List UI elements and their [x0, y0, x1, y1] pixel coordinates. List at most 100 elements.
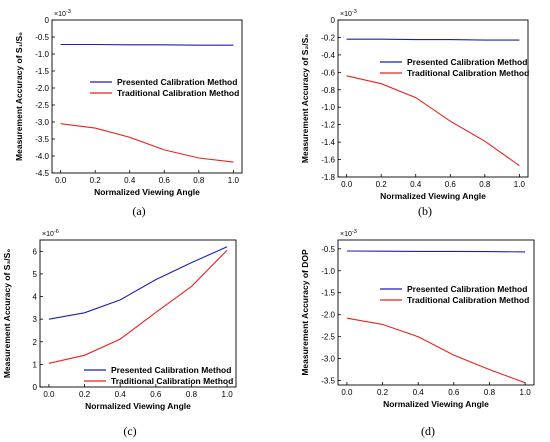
x-tick-label: 0.6: [150, 390, 162, 399]
y-axis-label: Measurement Accuracy of S₂/S₀: [300, 34, 310, 163]
plot-frame: [337, 239, 535, 386]
y-tick-label: 2: [33, 338, 38, 347]
plot-frame: [39, 239, 237, 388]
x-axis-label: Normalized Viewing Angle: [380, 191, 486, 201]
chart-panel-1: 0.0 0.2 0.4 0.6 0.8 1.0 0 -0.5 -1.0 -1.5 -2.0 -2.5 -…: [14, 9, 243, 218]
axis-multiplier: ×10-3: [340, 9, 357, 18]
series-line-presented: [48, 246, 228, 320]
x-tick-label: 0.4: [115, 390, 127, 399]
y-tick-label: -3.0: [35, 118, 49, 127]
y-tick-label: -2.5: [35, 101, 49, 110]
y-axis-label: Measurement Accuracy of S₃/S₀: [2, 249, 12, 378]
y-axis-label: Measurement Accuracy of S₁/S₀: [14, 32, 24, 161]
panel-label: (b): [418, 204, 432, 218]
x-axis-label: Normalized Viewing Angle: [85, 401, 191, 411]
x-tick-label: 1.0: [222, 390, 234, 399]
axis-multiplier: ×10-6: [42, 229, 59, 238]
legend-entry: Traditional Calibration Method: [407, 68, 529, 78]
y-tick-label: -0.4: [321, 51, 335, 60]
plot-frame: [337, 19, 529, 178]
panel-label: (c): [123, 424, 136, 438]
y-tick-label: -2.0: [321, 311, 335, 320]
x-tick-label: 1.0: [520, 388, 532, 397]
y-tick-label: -1.0: [321, 267, 335, 276]
y-tick-label: 4: [33, 293, 38, 302]
y-tick-label: -4.0: [35, 152, 49, 161]
y-tick-label: -1.6: [321, 156, 335, 165]
y-tick-label: -3.5: [35, 135, 49, 144]
legend-entry: Presented Calibration Method: [407, 284, 527, 294]
y-tick-label: -3.5: [321, 377, 335, 386]
y-tick-label: -2.5: [321, 333, 335, 342]
y-tick-label: 1: [33, 360, 38, 369]
y-axis-label: Measurement Accuracy of DOP: [300, 249, 310, 376]
x-tick-label: 0.6: [448, 388, 460, 397]
y-tick-label: -1.2: [321, 121, 335, 130]
axis-multiplier: ×10-3: [54, 9, 71, 18]
x-tick-label: 0.2: [376, 180, 388, 189]
y-tick-label: -3.0: [321, 355, 335, 364]
legend: Presented Calibration MethodTraditional …: [380, 284, 529, 305]
y-tick-label: -2.0: [35, 84, 49, 93]
y-tick-label: 0: [45, 16, 50, 25]
chart-panel-4: 0.0 0.2 0.4 0.6 0.8 1.0 -0.5 -1.0 -1.5 -2.0 -2.5 -3…: [300, 229, 535, 438]
y-tick-label: -1.4: [321, 138, 335, 147]
x-tick-label: 0.2: [90, 176, 102, 185]
y-tick-label: -1.5: [35, 67, 49, 76]
series-line-traditional: [60, 123, 234, 163]
x-tick-label: 0.4: [410, 180, 422, 189]
x-tick-label: 1.0: [228, 176, 240, 185]
x-tick-label: 0.4: [413, 388, 425, 397]
x-tick-label: 0.0: [341, 180, 353, 189]
x-axis-label: Normalized Viewing Angle: [94, 187, 200, 197]
series-line-presented: [346, 250, 526, 253]
x-tick-label: 0.4: [124, 176, 136, 185]
x-axis-label: Normalized Viewing Angle: [383, 399, 489, 409]
y-tick-label: -1.5: [321, 289, 335, 298]
legend-entry: Traditional Calibration Method: [117, 88, 239, 98]
y-tick-label: -0.2: [321, 33, 335, 42]
x-tick-label: 0.2: [79, 390, 91, 399]
x-tick-label: 0.0: [55, 176, 67, 185]
y-tick-label: -1.0: [35, 50, 49, 59]
legend: Presented Calibration MethodTraditional …: [380, 57, 529, 78]
series-line-presented: [60, 43, 234, 46]
y-tick-label: 3: [33, 315, 38, 324]
y-tick-label: -0.5: [35, 33, 49, 42]
y-tick-label: -1.0: [321, 103, 335, 112]
y-tick-label: -0.6: [321, 68, 335, 77]
series-line-presented: [346, 38, 520, 41]
chart-panel-2: 0.0 0.2 0.4 0.6 0.8 1.0 0 -0.2 -0.4 -0.6 -0.8 -1.0 -…: [300, 9, 529, 218]
x-tick-label: 1.0: [514, 180, 526, 189]
x-tick-label: 0.8: [479, 180, 491, 189]
panel-label: (a): [132, 204, 145, 218]
plot-frame: [51, 19, 243, 174]
series-line-traditional: [346, 75, 520, 167]
series-line-traditional: [346, 317, 526, 384]
panel-label: (d): [421, 424, 435, 438]
x-tick-label: 0.6: [159, 176, 171, 185]
legend-entry: Presented Calibration Method: [407, 57, 527, 67]
y-tick-label: -4.5: [35, 169, 49, 178]
x-tick-label: 0.2: [377, 388, 389, 397]
legend-entry: Presented Calibration Method: [117, 77, 237, 87]
x-tick-label: 0.8: [186, 390, 198, 399]
series-line-traditional: [48, 249, 228, 364]
y-tick-label: 0: [331, 16, 336, 25]
legend-entry: Presented Calibration Method: [111, 365, 231, 375]
y-tick-label: 0: [33, 383, 38, 392]
y-tick-label: -0.8: [321, 86, 335, 95]
legend: Presented Calibration MethodTraditional …: [84, 365, 233, 386]
y-tick-label: -1.8: [321, 173, 335, 182]
legend: Presented Calibration MethodTraditional …: [90, 77, 239, 98]
y-tick-label: 6: [33, 247, 38, 256]
chart-panel-3: 0.0 0.2 0.4 0.6 0.8 1.0 0 1 2 3 4 5 6 ×10-6 Presented …: [2, 229, 237, 438]
x-tick-label: 0.0: [341, 388, 353, 397]
axis-multiplier: ×10-3: [340, 229, 357, 238]
x-tick-label: 0.0: [43, 390, 55, 399]
legend-entry: Traditional Calibration Method: [407, 295, 529, 305]
legend-entry: Traditional Calibration Method: [111, 376, 233, 386]
x-tick-label: 0.8: [484, 388, 496, 397]
x-tick-label: 0.6: [445, 180, 457, 189]
